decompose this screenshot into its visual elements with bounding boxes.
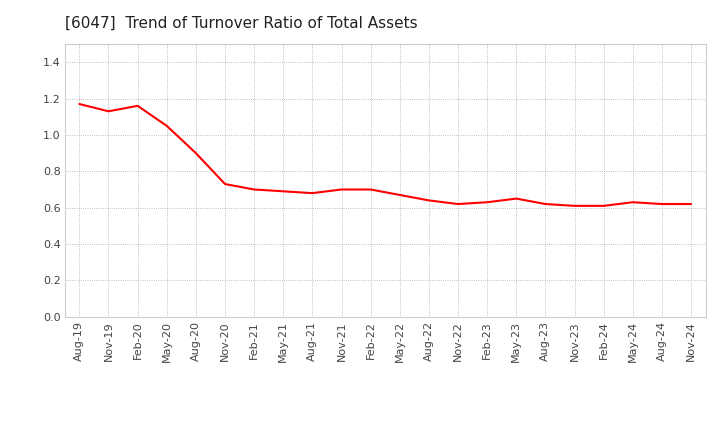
- Text: [6047]  Trend of Turnover Ratio of Total Assets: [6047] Trend of Turnover Ratio of Total …: [65, 16, 418, 31]
